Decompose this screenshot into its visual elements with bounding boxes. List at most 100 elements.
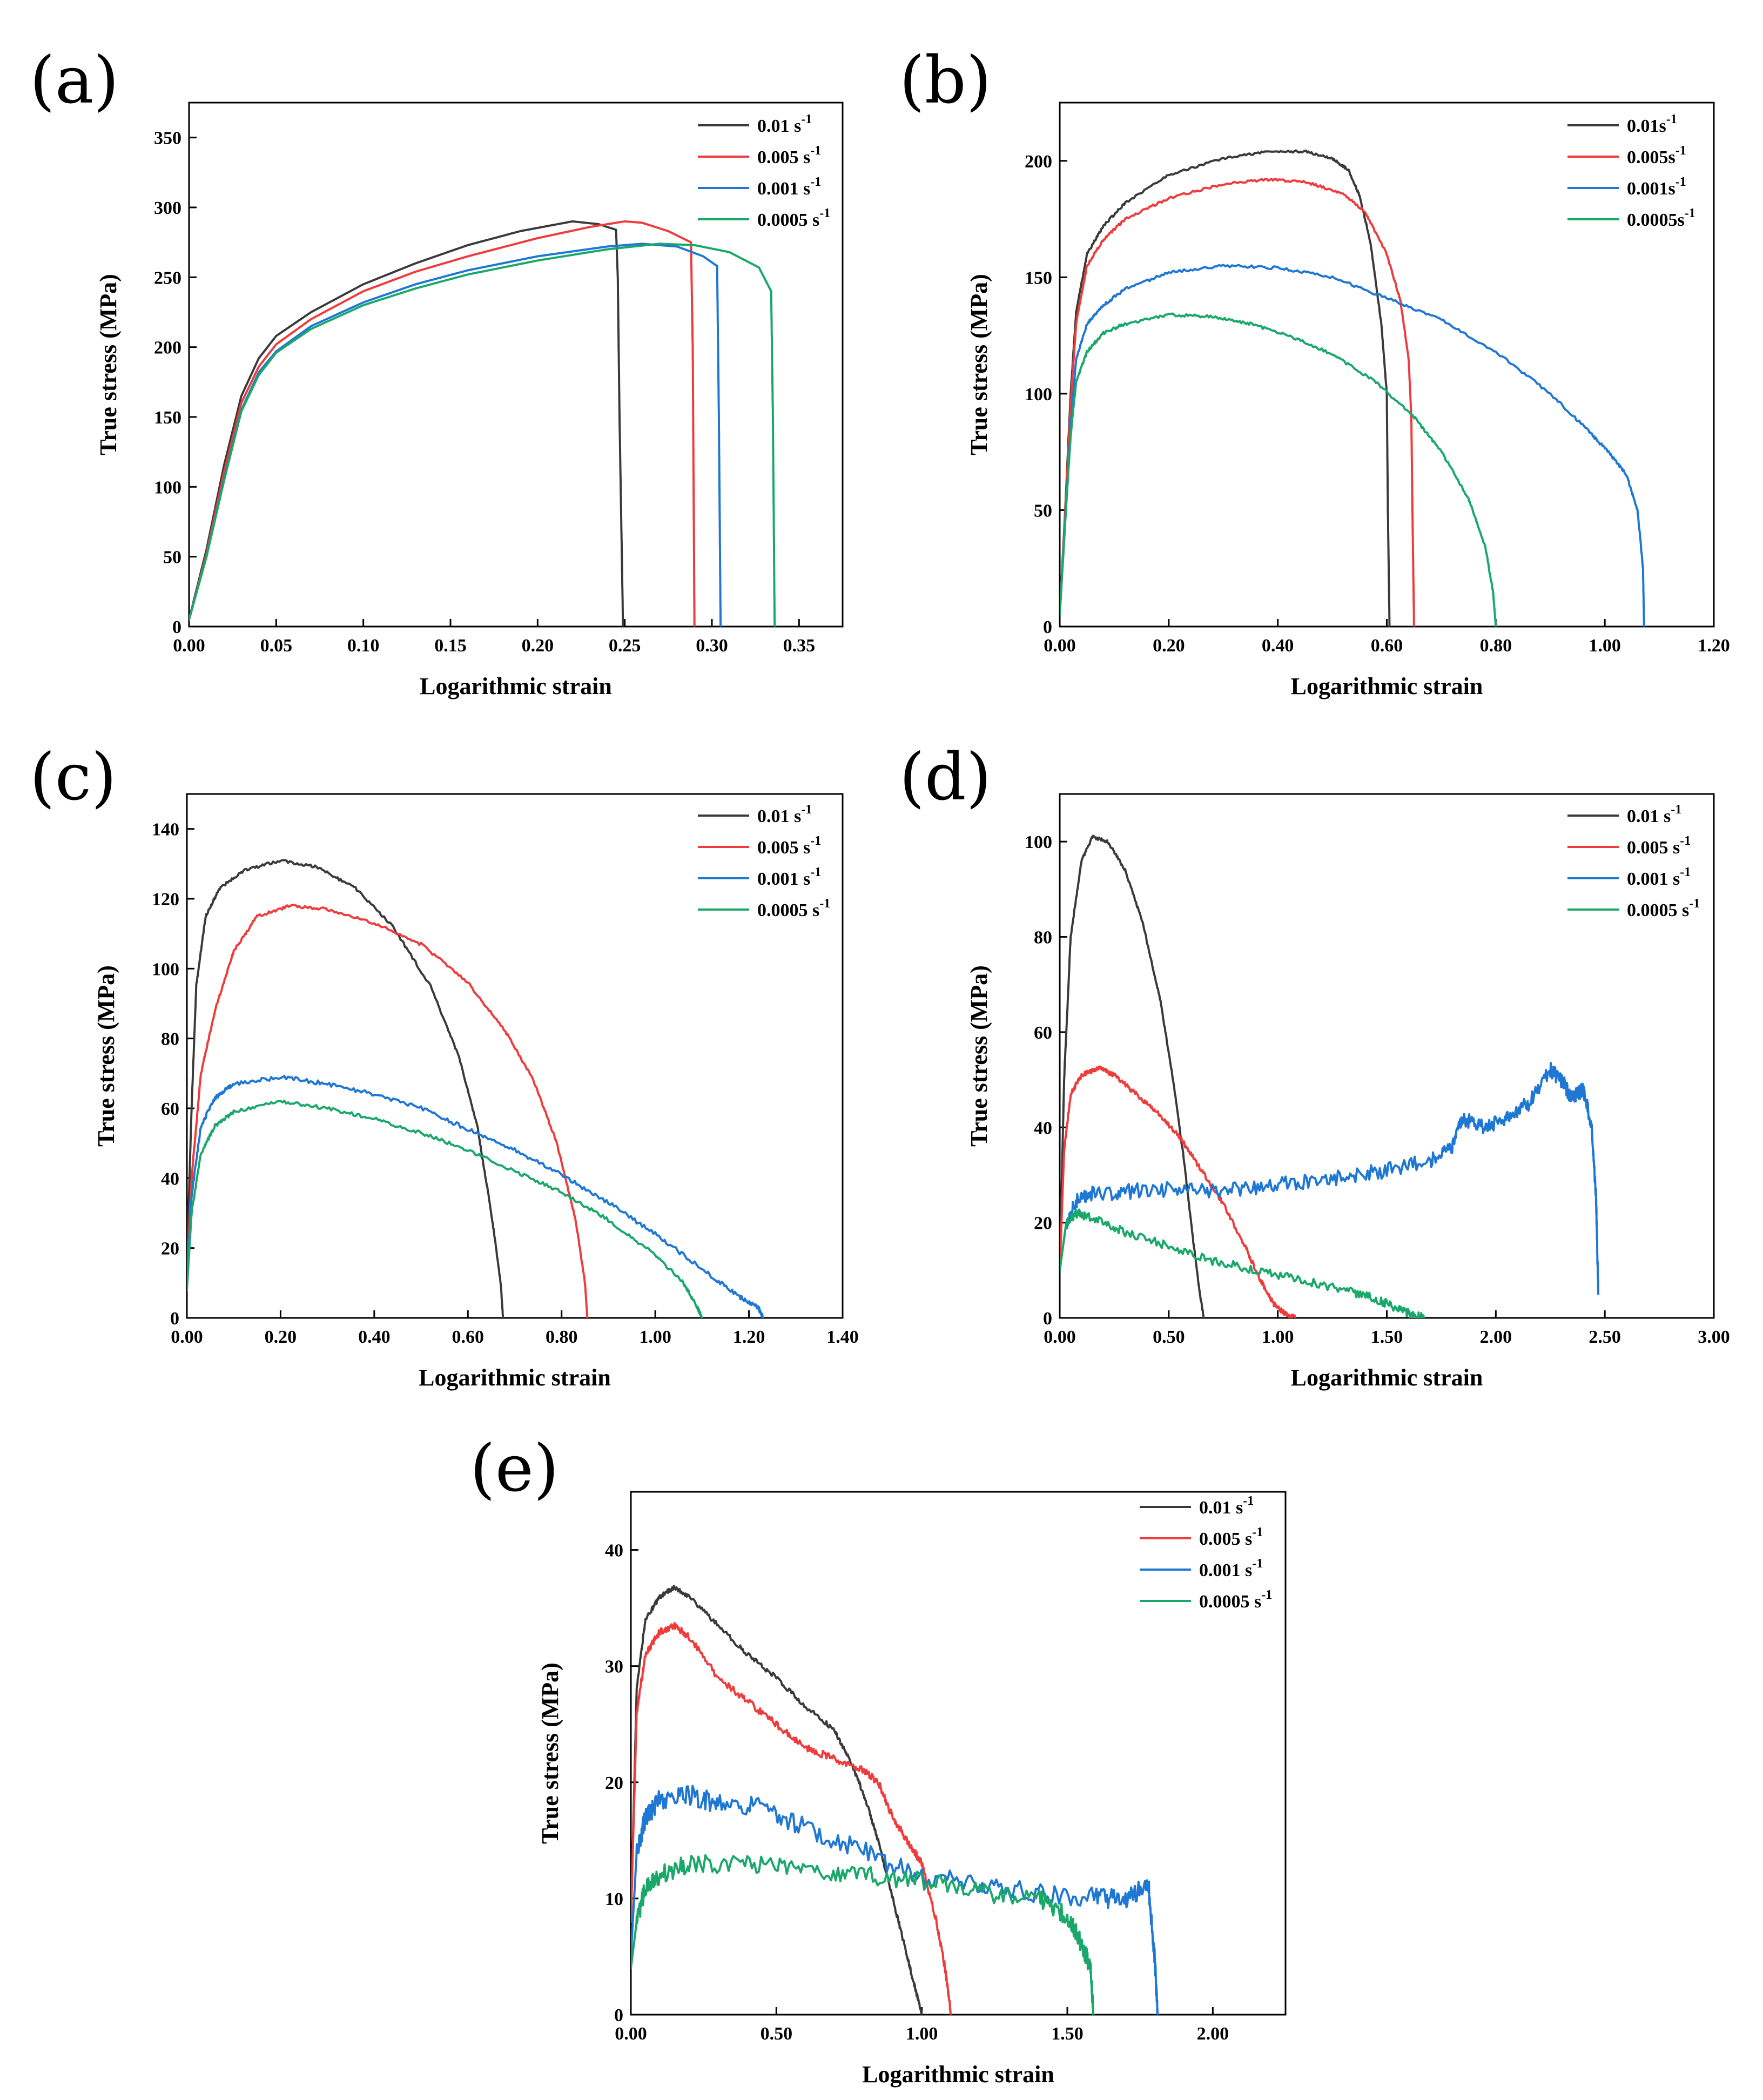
chart2-legend-label: 0.01 s-1: [757, 803, 812, 826]
chart4-xtick-label: 1.50: [1051, 2024, 1084, 2044]
chart0-ytick-label: 250: [154, 268, 181, 288]
chart2-ytick-label: 140: [152, 820, 179, 840]
chart2-xtick-label: 0.40: [358, 1327, 391, 1347]
chart2-series-line: [187, 1075, 764, 1318]
chart1-y-axis-title: True stress (MPa): [966, 274, 992, 455]
chart0-plot-frame: [188, 102, 844, 628]
chart0-xtick-label: 0.30: [696, 636, 728, 656]
chart4-x-axis-title: Logarithmic strain: [862, 2061, 1054, 2088]
chart3-series-line: [1060, 1208, 1425, 1318]
chart4-series-line: [631, 1785, 1159, 2015]
chart0-xtick-label: 0.35: [783, 636, 816, 656]
chart2-ytick-label: 20: [161, 1239, 179, 1259]
chart1-series-line: [1060, 149, 1391, 627]
chart2-ytick-label: 60: [161, 1099, 179, 1119]
chart0-xtick-label: 0.05: [260, 636, 293, 656]
chart4-ytick-label: 0: [614, 2005, 623, 2025]
chart0-ytick-label: 200: [154, 338, 181, 358]
chart3-xtick-label: 0.50: [1153, 1327, 1185, 1347]
chart4-ytick-label: 30: [605, 1657, 623, 1677]
chart3-legend-label: 0.005 s-1: [1627, 834, 1691, 858]
chart1-ytick-label: 150: [1025, 268, 1052, 288]
chart4-y-axis-title: True stress (MPa): [537, 1662, 563, 1844]
chart1-ytick-label: 200: [1025, 152, 1052, 172]
chart2-series-line: [187, 904, 589, 1318]
chart2-xtick-label: 0.00: [171, 1327, 203, 1347]
chart1-xtick-label: 0.00: [1044, 636, 1076, 656]
chart0-ytick-label: 0: [172, 617, 181, 637]
chart0-series-line: [189, 220, 624, 627]
chart2-legend-label: 0.0005 s-1: [757, 897, 830, 920]
chart0-legend-label: 0.0005 s-1: [757, 206, 830, 230]
chart1-xtick-label: 0.20: [1153, 636, 1185, 656]
chart1-legend-label: 0.0005s-1: [1627, 206, 1695, 230]
chart3-legend-label: 0.001 s-1: [1627, 865, 1691, 889]
chart4-plot-frame: [630, 1491, 1287, 2016]
chart3-xtick-label: 1.00: [1262, 1327, 1294, 1347]
chart2-ytick-label: 40: [161, 1169, 179, 1189]
chart0-xtick-label: 0.00: [173, 636, 205, 656]
chart4-xtick-label: 1.00: [906, 2024, 938, 2044]
chart1-legend-label: 0.005s-1: [1627, 144, 1686, 167]
chart3-ytick-label: 40: [1034, 1118, 1052, 1138]
chart4-legend-label: 0.005 s-1: [1199, 1525, 1263, 1549]
chart1-xtick-label: 0.40: [1262, 636, 1294, 656]
chart0-ytick-label: 300: [154, 198, 181, 218]
chart0-panel-label: (a): [30, 43, 119, 118]
chart2-y-axis-title: True stress (MPa): [93, 965, 119, 1147]
chart4-legend-label: 0.0005 s-1: [1199, 1588, 1272, 1612]
chart0-y-axis-title: True stress (MPa): [95, 274, 122, 455]
chart3-series-line: [1060, 834, 1205, 1318]
chart0-xtick-label: 0.10: [347, 636, 380, 656]
chart3-xtick-label: 2.50: [1589, 1327, 1621, 1347]
chart0-ytick-label: 50: [163, 548, 181, 568]
chart0-legend-label: 0.005 s-1: [757, 144, 821, 167]
chart4-series-line: [631, 1621, 952, 2015]
chart3-ytick-label: 20: [1034, 1214, 1052, 1234]
chart2-series-line: [187, 1099, 703, 1318]
chart2-xtick-label: 1.20: [733, 1327, 765, 1347]
chart1-series-line: [1060, 264, 1645, 627]
chart1-ytick-label: 100: [1025, 385, 1052, 405]
chart3-panel-label: (d): [899, 740, 991, 815]
chart0-series-line: [189, 243, 776, 627]
chart4-ytick-label: 20: [605, 1773, 623, 1793]
chart0-x-axis-title: Logarithmic strain: [420, 673, 612, 699]
chart2-xtick-label: 1.40: [826, 1327, 859, 1347]
chart4-panel-label: (e): [470, 1431, 559, 1506]
chart2-ytick-label: 120: [152, 890, 179, 910]
chart3-series-line: [1060, 1062, 1600, 1295]
chart1-ytick-label: 0: [1043, 617, 1052, 637]
chart2-ytick-label: 80: [161, 1029, 179, 1049]
chart1-xtick-label: 1.00: [1589, 636, 1621, 656]
panel-c: (c) 0.00 0.20 0.40 0.60 0.80 1.00 1.20 1.40 0 20 40…: [30, 740, 859, 1391]
chart2-x-axis-title: Logarithmic strain: [419, 1364, 611, 1391]
chart3-x-axis-title: Logarithmic strain: [1291, 1364, 1483, 1391]
panel-e: (e) 0.00 0.50 1.00 1.50 2.00 0 10 20 30 40 Logarith…: [470, 1431, 1287, 2088]
chart2-ytick-label: 100: [152, 959, 179, 979]
chart4-xtick-label: 2.00: [1197, 2024, 1229, 2044]
chart1-ytick-label: 50: [1034, 501, 1052, 521]
chart3-ytick-label: 0: [1043, 1309, 1052, 1329]
panel-d: (d) 0.00 0.50 1.00 1.50 2.00 2.50 3.00 0 20 40 60 80…: [899, 740, 1730, 1391]
chart2-ytick-label: 0: [170, 1309, 179, 1329]
chart1-x-axis-title: Logarithmic strain: [1291, 673, 1483, 699]
chart3-y-axis-title: True stress (MPa): [966, 965, 992, 1147]
chart4-xtick-label: 0.00: [615, 2024, 647, 2044]
chart3-plot-frame: [1059, 793, 1715, 1319]
chart4-series-line: [631, 1585, 923, 2015]
chart0-legend-label: 0.001 s-1: [757, 175, 821, 199]
chart0-ytick-label: 150: [154, 408, 181, 428]
chart0-ytick-label: 100: [154, 477, 181, 497]
chart0-ytick-label: 350: [154, 129, 181, 149]
chart3-ytick-label: 60: [1034, 1023, 1052, 1043]
chart4-xtick-label: 0.50: [761, 2024, 793, 2044]
panel-a: (a) 0.00 0.05 0.10 0.15 0.20 0.25 0.30 0.35 0 50 10…: [30, 43, 844, 699]
chart2-panel-label: (c): [30, 740, 117, 815]
chart3-legend-label: 0.01 s-1: [1627, 803, 1681, 826]
chart4-series-line: [631, 1854, 1095, 2015]
chart2-xtick-label: 0.60: [452, 1327, 485, 1347]
chart0-series-line: [189, 243, 722, 627]
chart3-xtick-label: 0.00: [1044, 1327, 1076, 1347]
